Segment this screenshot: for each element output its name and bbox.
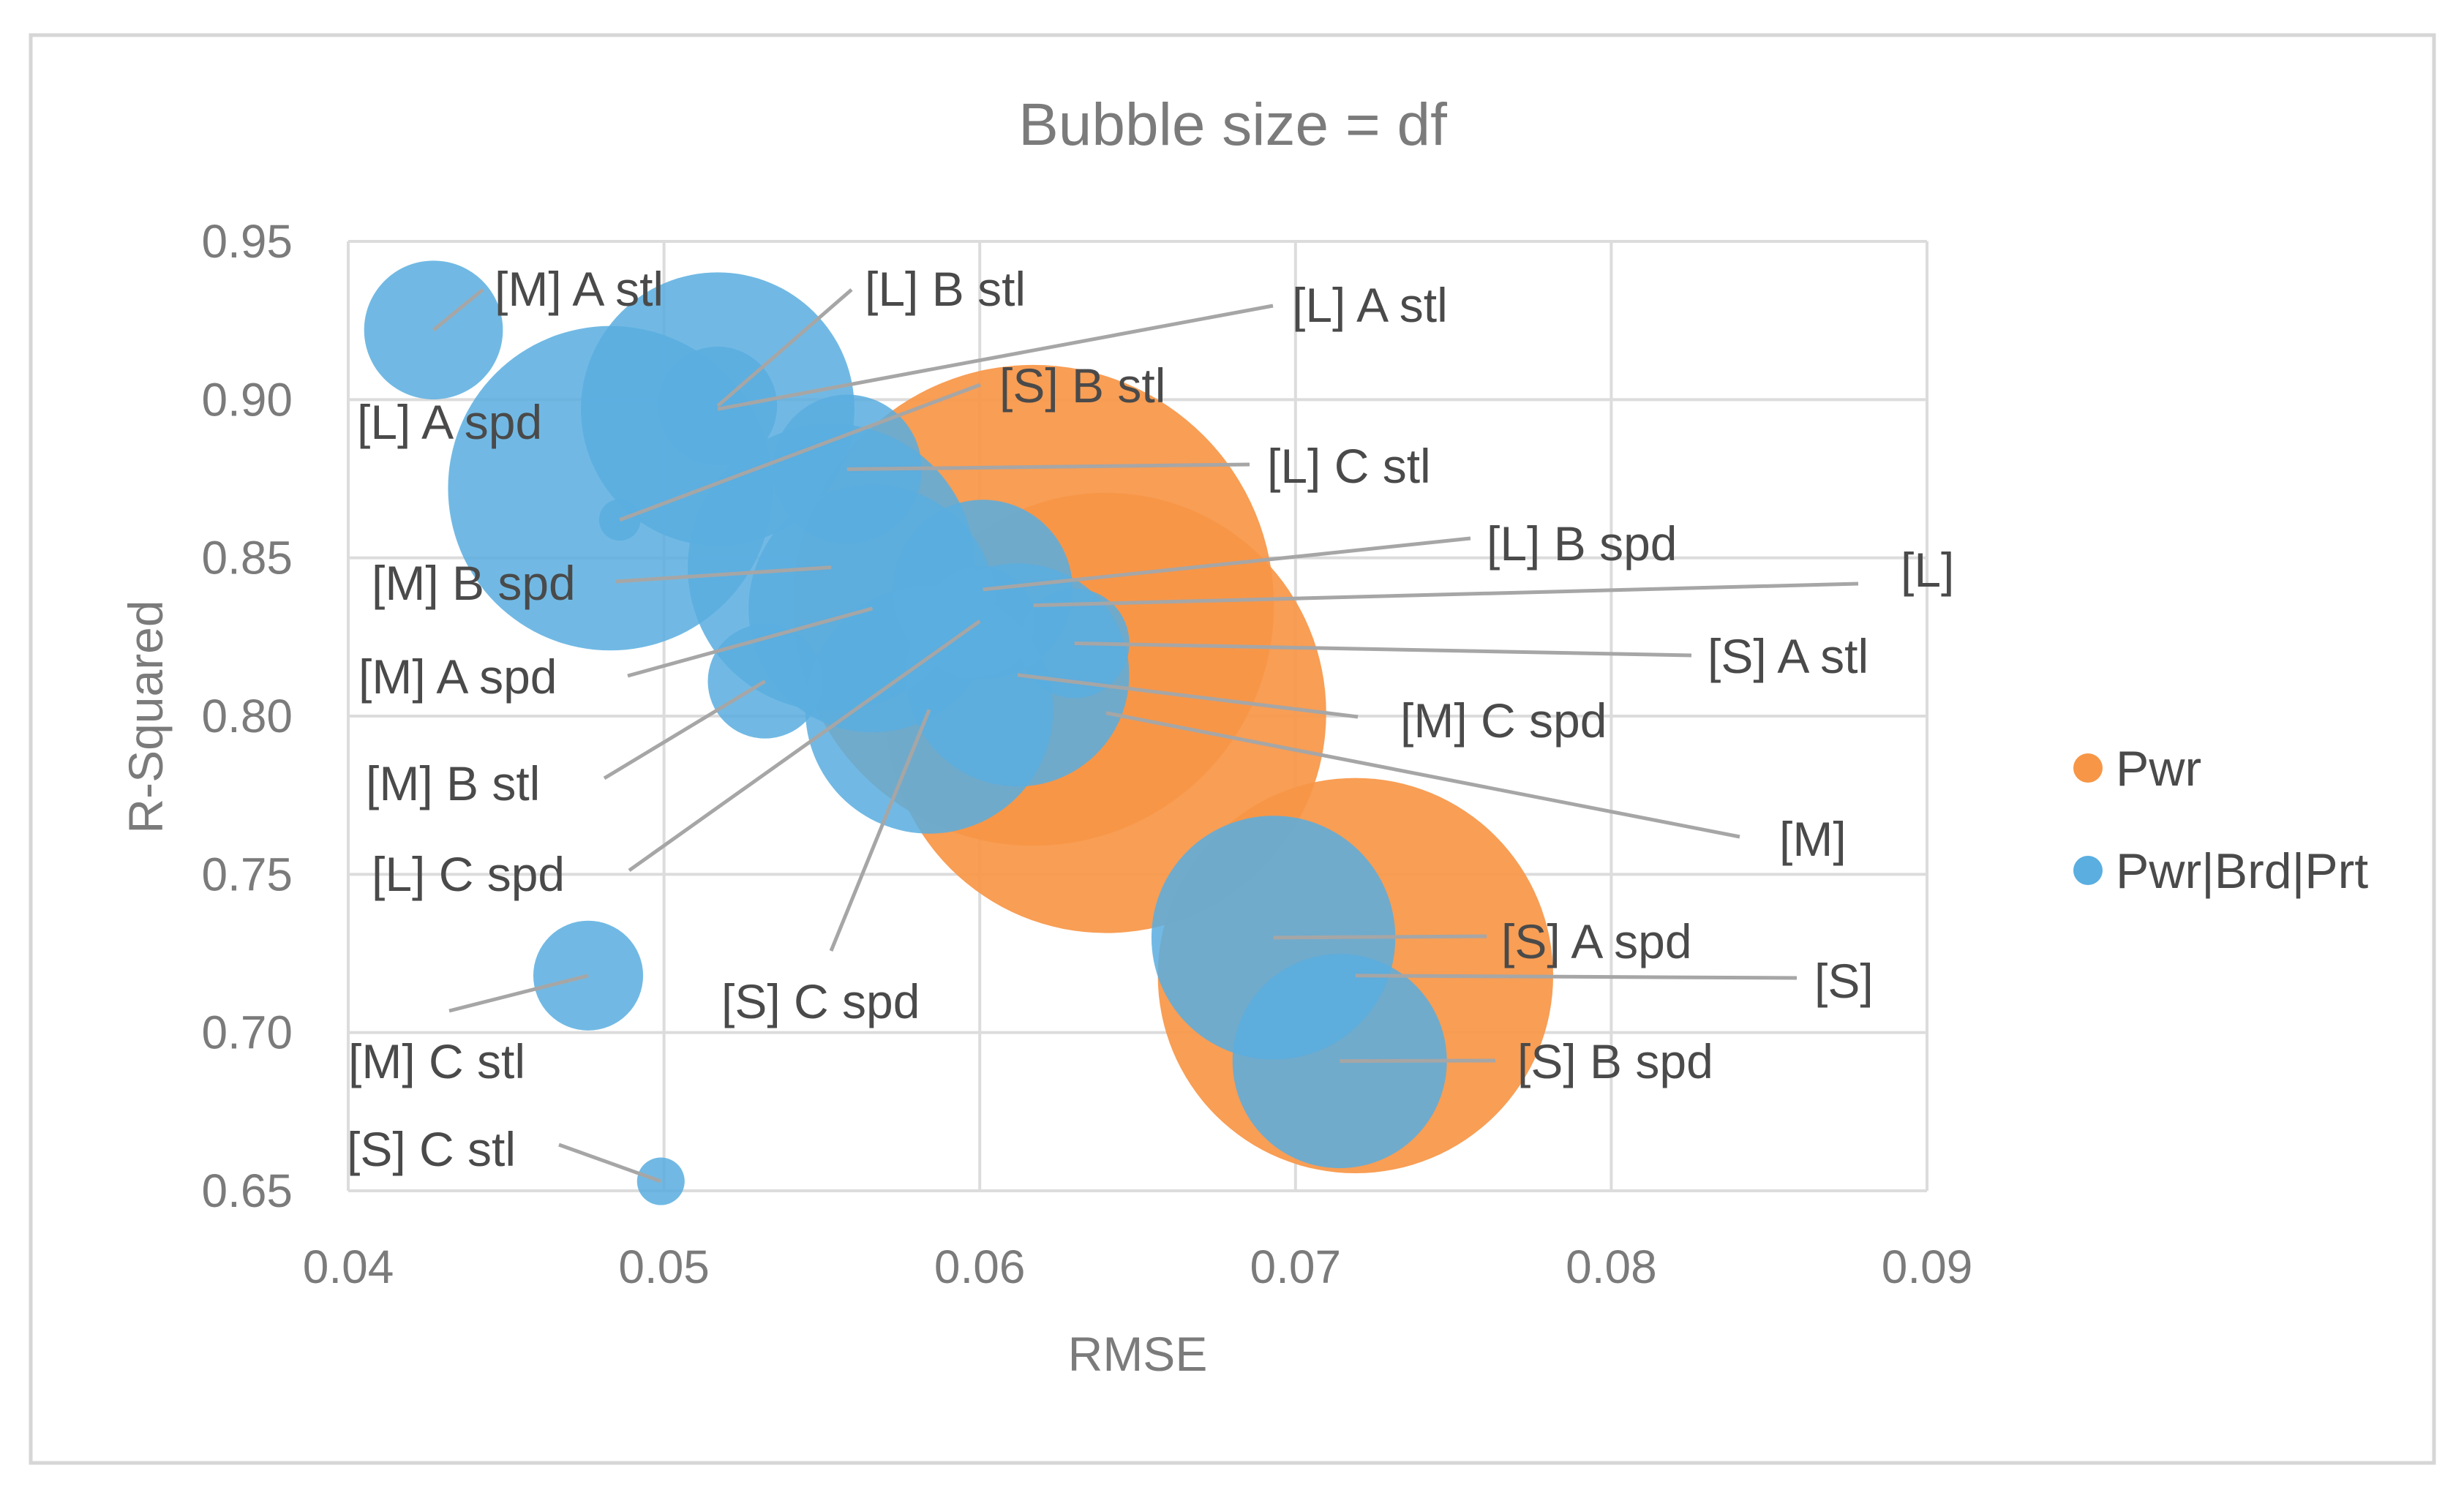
legend-label: Pwr (2116, 741, 2201, 797)
data-label: [L] C stl (1267, 439, 1431, 493)
leader-line (1017, 673, 1359, 719)
data-label: [S] A stl (1708, 629, 1868, 683)
data-label: [M] B spd (372, 556, 576, 610)
data-label: [L] (1901, 543, 1954, 597)
legend-marker (2073, 753, 2103, 783)
data-label: [M] (1779, 812, 1847, 866)
y-tick-label: 0.85 (201, 532, 293, 584)
x-tick-label: 0.07 (1250, 1241, 1342, 1293)
leader-line (627, 606, 874, 678)
leader-line (1105, 711, 1740, 839)
y-tick-label: 0.70 (201, 1006, 293, 1059)
y-tick-label: 0.95 (201, 215, 293, 268)
leader-line (615, 565, 832, 584)
data-label: [S] C spd (721, 974, 920, 1028)
leader-line (603, 680, 767, 780)
data-label: [M] C stl (348, 1034, 525, 1088)
y-tick-label: 0.90 (201, 373, 293, 426)
legend-marker (2073, 856, 2103, 885)
leader-line (1074, 641, 1692, 658)
leader-line (846, 462, 1250, 472)
data-label: [M] A spd (358, 650, 557, 704)
leader-line (717, 304, 1274, 411)
leader-line (558, 1143, 662, 1183)
leader-line (628, 620, 981, 873)
leader-line (432, 288, 484, 332)
x-tick-label: 0.09 (1882, 1241, 1973, 1293)
chart-title: Bubble size = df (1018, 91, 1447, 158)
data-label: [S] C stl (347, 1122, 516, 1176)
leader-line (829, 709, 931, 952)
y-tick-label: 0.80 (201, 690, 293, 742)
data-label: [M] A stl (495, 262, 664, 316)
x-tick-label: 0.08 (1566, 1241, 1657, 1293)
y-axis-title: R-Squared (119, 600, 173, 833)
data-label: [S] B stl (999, 358, 1165, 413)
data-label: [S] A spd (1501, 914, 1692, 968)
x-tick-label: 0.05 (618, 1241, 710, 1293)
leader-line (983, 536, 1471, 592)
data-label: [M] C spd (1400, 693, 1607, 748)
bubble-pwr-brd-prt (636, 1157, 685, 1205)
x-axis-title: RMSE (1068, 1327, 1208, 1381)
x-tick-label: 0.04 (303, 1241, 394, 1293)
x-tick-label: 0.06 (934, 1241, 1026, 1293)
data-label: [L] B spd (1487, 516, 1678, 571)
y-tick-label: 0.75 (201, 848, 293, 900)
leader-line (619, 383, 981, 522)
data-label: [M] B stl (366, 756, 540, 810)
leader-line (716, 288, 853, 407)
leader-line (448, 974, 589, 1013)
data-label: [L] A spd (357, 395, 542, 449)
y-tick-label: 0.65 (201, 1164, 293, 1217)
leader-line (1273, 934, 1487, 940)
leader-line (1033, 581, 1859, 608)
data-label: [L] A stl (1292, 278, 1448, 332)
data-label: [S] (1814, 954, 1874, 1008)
data-label: [L] B stl (865, 262, 1026, 316)
legend-label: Pwr|Brd|Prt (2116, 843, 2368, 899)
data-label: [S] B spd (1517, 1034, 1713, 1088)
data-label: [L] C spd (372, 847, 565, 901)
leader-line (1355, 974, 1798, 980)
